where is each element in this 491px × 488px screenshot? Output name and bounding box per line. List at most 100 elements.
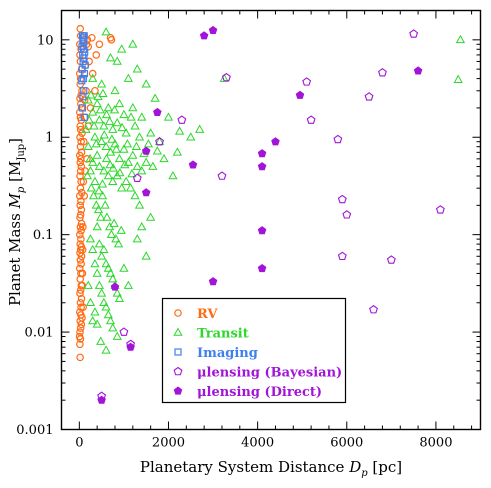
data-point [186,132,196,141]
legend-label: μlensing (Direct) [197,385,322,400]
data-point [101,141,111,150]
data-point [77,219,86,228]
data-point [132,161,142,170]
data-point [103,102,113,112]
data-point [295,90,305,99]
data-point [84,115,94,124]
data-point [119,327,129,336]
data-point [409,29,419,38]
data-point [92,268,102,277]
data-point [99,244,109,254]
legend-box [161,297,347,404]
legend-marker [174,309,182,317]
data-point [101,258,111,268]
data-point [88,73,98,82]
data-point [108,124,118,133]
data-point [306,115,316,124]
data-point [137,221,147,231]
data-point [101,302,111,311]
legend-label: Imaging [197,346,258,361]
data-point [221,72,231,82]
data-point [132,64,142,73]
data-point [88,107,98,116]
data-point [96,136,107,146]
data-point [109,218,119,227]
data-point [257,226,267,235]
x-tick-label: 4000 [241,436,274,451]
data-point [78,77,86,85]
data-point [76,24,85,33]
data-point [96,336,106,345]
data-point [96,79,107,88]
data-point [113,239,124,248]
data-point [76,286,85,294]
data-point [132,234,142,243]
data-point [105,268,116,277]
data-point [80,113,88,121]
data-point [101,153,112,163]
data-point [127,168,137,178]
data-point [172,147,183,156]
data-point [78,129,86,138]
data-point [101,109,112,119]
data-point [120,159,130,169]
data-point [91,86,99,95]
data-point [188,160,198,169]
data-point [90,132,100,141]
data-point [105,53,116,62]
data-point [76,289,84,298]
data-point [92,98,102,108]
data-point [108,163,118,172]
data-point [88,33,96,42]
data-point [78,314,86,322]
data-point [77,197,85,206]
data-point [141,79,151,88]
data-point [92,51,101,59]
data-point [77,162,86,171]
data-point [95,40,104,49]
data-point [137,112,147,121]
data-point [217,171,227,180]
data-point [94,280,105,289]
data-point [78,104,87,112]
data-point [108,176,118,185]
y-axis: 0.001 0.01 0.1 1 10 [16,10,481,438]
data-point [77,260,85,268]
data-point [123,157,134,166]
data-point [130,121,140,130]
x-axis-title: Planetary System Distance Dp [pc] [140,458,402,479]
data-point [75,192,84,200]
data-point [92,221,102,231]
data-point [89,121,99,130]
data-point [150,93,160,102]
data-point [94,186,104,195]
data-point [105,315,116,325]
data-point [85,234,96,243]
data-point [168,170,178,180]
data-point [112,288,122,297]
data-point [208,25,218,35]
data-point [76,340,84,349]
data-point [141,157,151,166]
data-point [337,194,347,204]
data-point [337,251,347,261]
data-point [137,166,147,175]
data-point [271,137,280,146]
data-point [145,128,156,137]
data-point [76,167,85,175]
data-point [107,134,117,143]
y-tick-label: 10 [37,33,54,48]
data-point [91,139,101,148]
data-point [76,324,85,332]
data-point [128,150,138,159]
data-point [125,183,136,192]
data-point [109,105,120,114]
data-point [96,288,107,297]
data-point [76,335,85,343]
data-point [88,315,98,325]
data-point [86,90,96,99]
data-point [77,137,85,146]
data-point [177,115,187,124]
data-point [100,200,110,209]
legend: RV Transit Imaging μlensing (Bayesian) μlens… [161,297,347,404]
